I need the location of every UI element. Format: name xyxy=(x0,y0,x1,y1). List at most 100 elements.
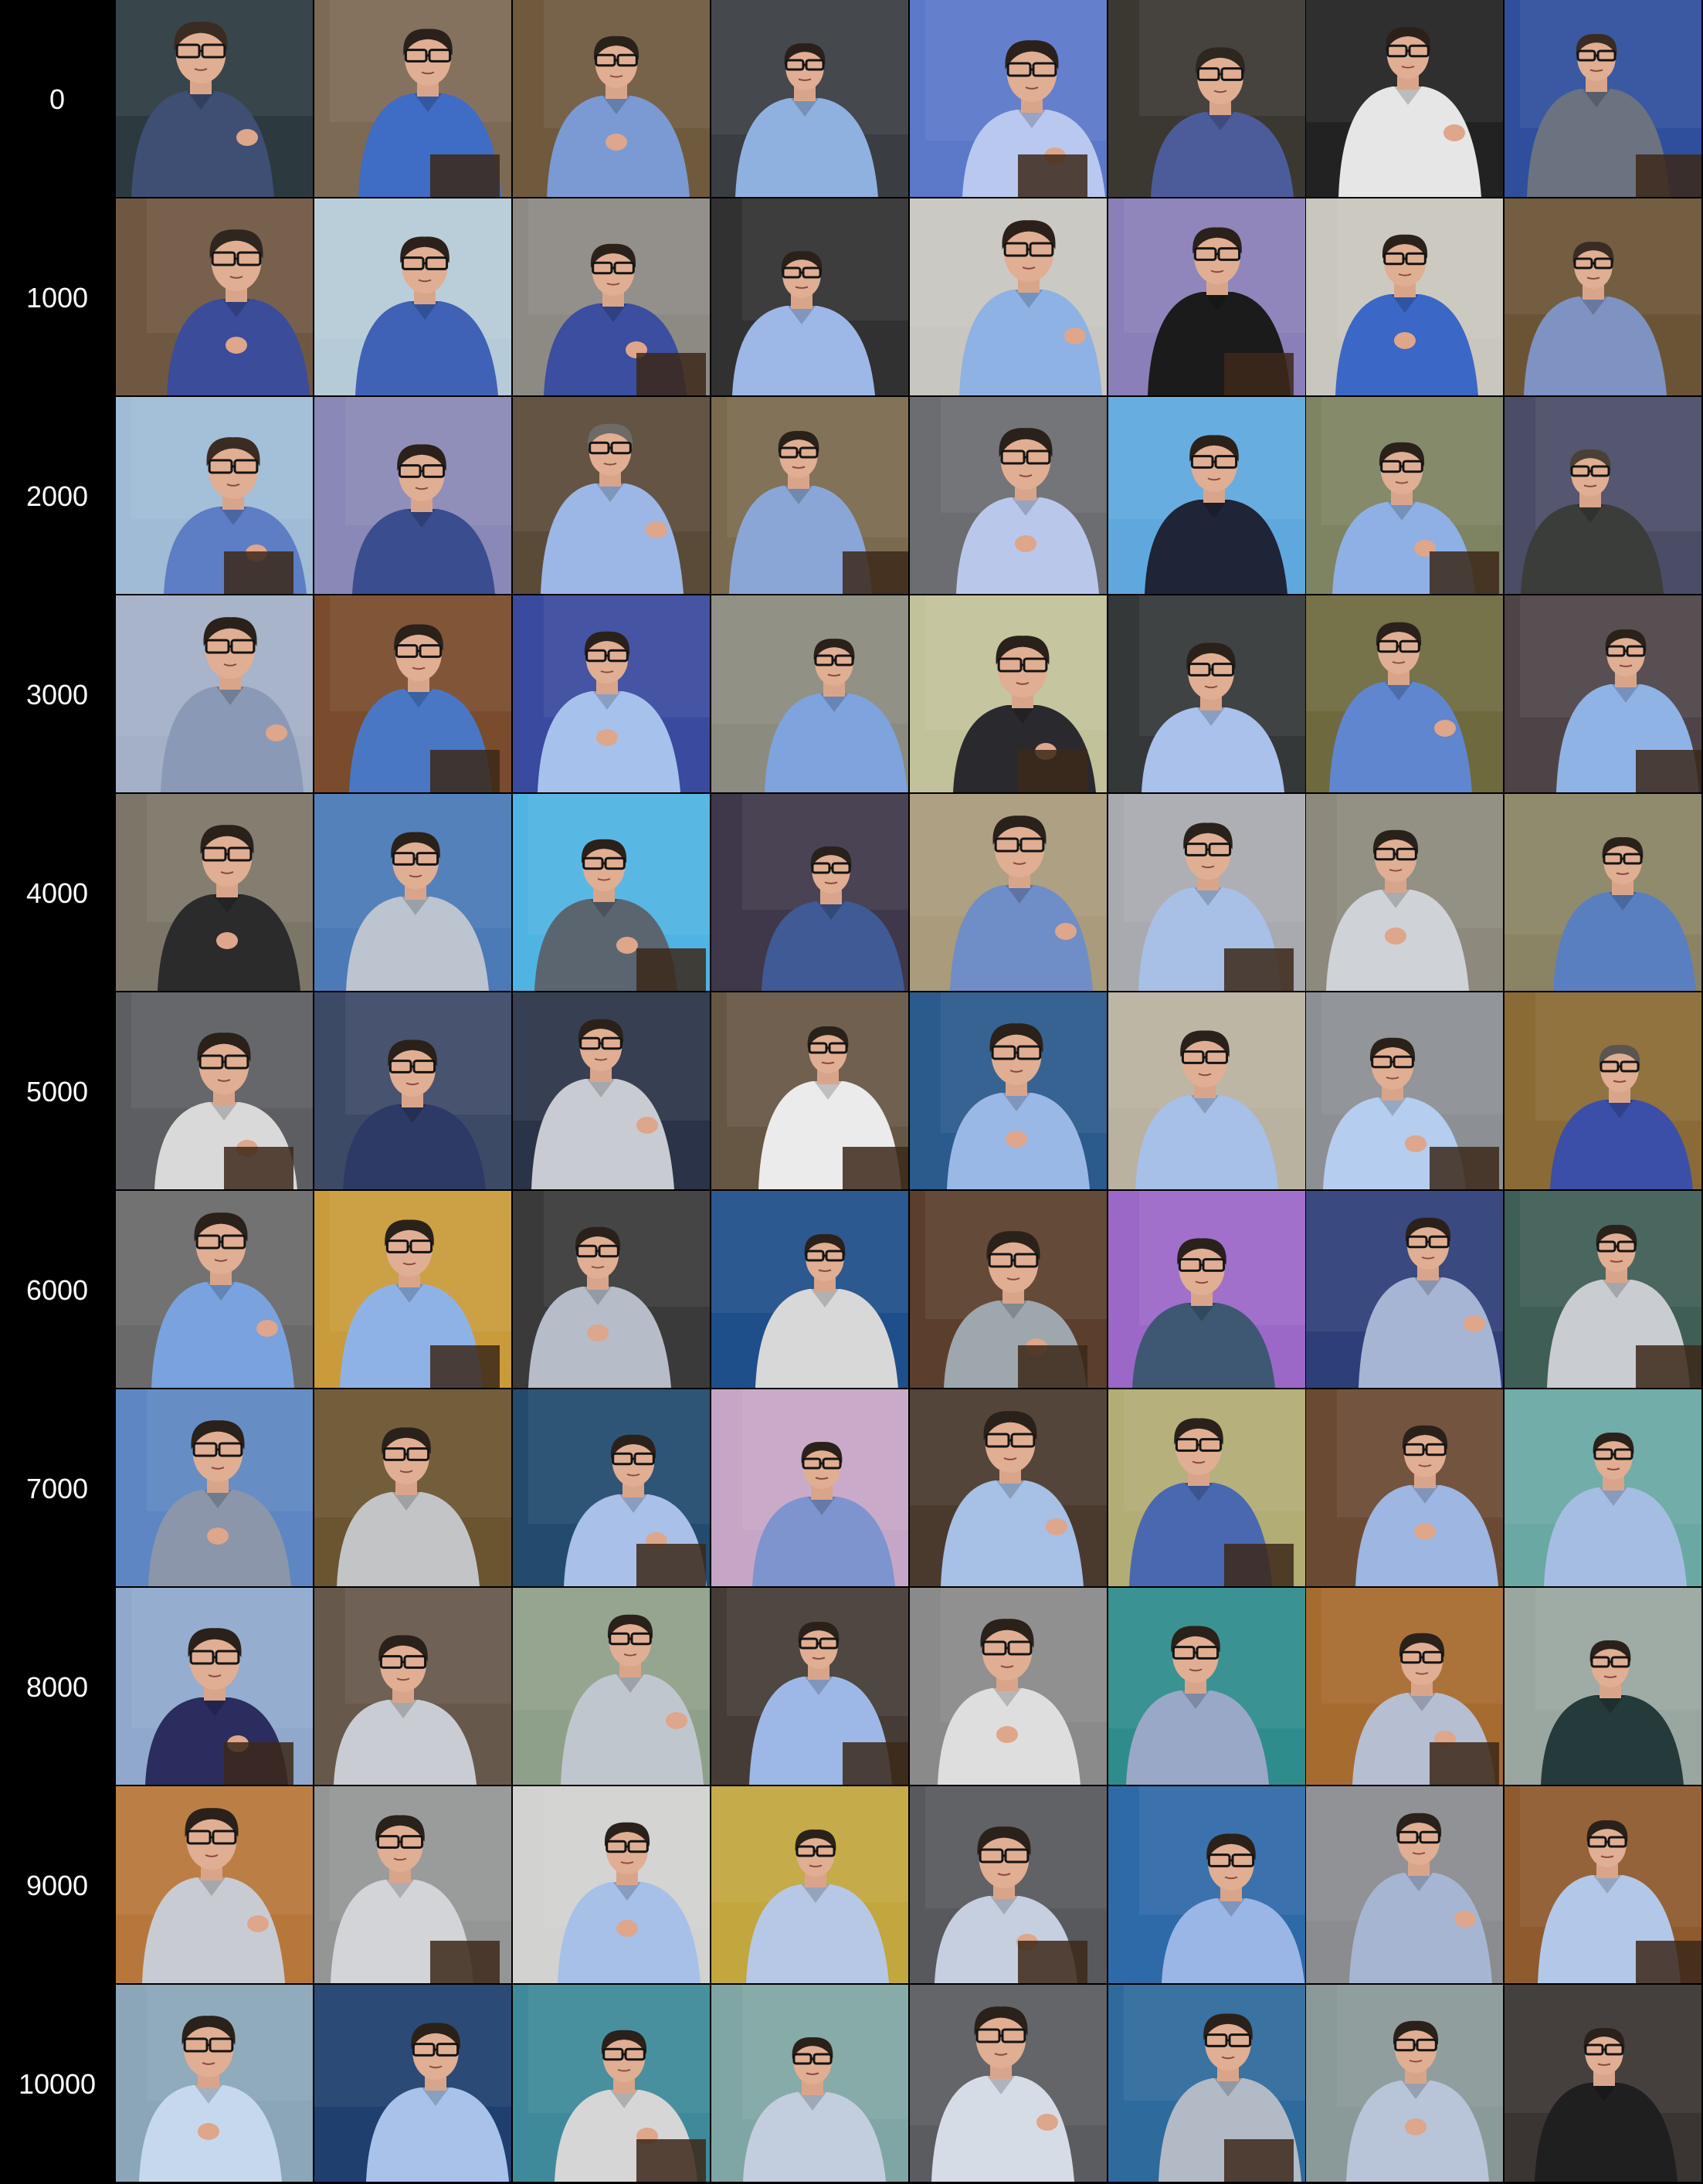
grid-row: 9000 xyxy=(0,1786,1703,1985)
image-tile xyxy=(314,1191,511,1388)
speaker-portrait-thumbnail xyxy=(1306,992,1503,1189)
image-tile xyxy=(1306,198,1503,395)
speaker-portrait-thumbnail xyxy=(711,794,908,991)
image-tile xyxy=(513,1786,710,1983)
speaker-portrait-thumbnail xyxy=(1505,992,1701,1189)
image-tile xyxy=(513,198,710,395)
row-label: 4000 xyxy=(25,877,89,909)
speaker-portrait-thumbnail xyxy=(1108,794,1305,991)
image-tile xyxy=(1306,1588,1503,1785)
speaker-portrait-thumbnail xyxy=(1108,198,1305,395)
speaker-portrait-thumbnail xyxy=(1505,1389,1701,1586)
row-label: 3000 xyxy=(25,678,89,710)
image-tile xyxy=(116,1786,313,1983)
speaker-portrait-thumbnail xyxy=(116,1985,313,2182)
image-tile xyxy=(910,595,1107,792)
speaker-portrait-thumbnail xyxy=(1108,1786,1305,1983)
speaker-portrait-thumbnail xyxy=(314,1191,511,1388)
image-tile xyxy=(116,198,313,395)
image-tile xyxy=(314,595,511,792)
image-tile xyxy=(314,992,511,1189)
speaker-portrait-thumbnail xyxy=(513,1985,710,2182)
row-label: 1000 xyxy=(25,281,89,314)
speaker-portrait-thumbnail xyxy=(1306,1588,1503,1785)
grid-row: 3000 xyxy=(0,595,1703,794)
speaker-portrait-thumbnail xyxy=(116,1588,313,1785)
image-tile xyxy=(910,1588,1107,1785)
speaker-portrait-thumbnail xyxy=(116,1191,313,1388)
image-tile xyxy=(1108,0,1305,197)
image-tile xyxy=(1108,1191,1305,1388)
speaker-portrait-thumbnail xyxy=(711,992,908,1189)
image-tile xyxy=(116,992,313,1189)
image-tile xyxy=(910,1985,1107,2182)
image-tile xyxy=(1505,1588,1701,1785)
image-tile xyxy=(1505,1389,1701,1586)
image-tile xyxy=(314,1389,511,1586)
speaker-portrait-thumbnail xyxy=(513,794,710,991)
speaker-portrait-thumbnail xyxy=(711,595,908,792)
speaker-portrait-thumbnail xyxy=(314,1786,511,1983)
speaker-portrait-thumbnail xyxy=(910,1191,1107,1388)
speaker-portrait-thumbnail xyxy=(1306,1191,1503,1388)
image-tile xyxy=(711,1588,908,1785)
speaker-portrait-thumbnail xyxy=(1505,794,1701,991)
image-tile xyxy=(1108,1389,1305,1586)
grid-row: 7000 xyxy=(0,1389,1703,1588)
image-tile xyxy=(513,0,710,197)
image-tile xyxy=(1306,0,1503,197)
speaker-portrait-thumbnail xyxy=(513,595,710,792)
image-tile xyxy=(910,397,1107,594)
image-tile xyxy=(513,992,710,1189)
row-label: 8000 xyxy=(25,1670,89,1703)
speaker-portrait-thumbnail xyxy=(1108,397,1305,594)
image-tile xyxy=(513,794,710,991)
speaker-portrait-thumbnail xyxy=(1108,1389,1305,1586)
grid-row: 5000 xyxy=(0,992,1703,1191)
image-tile xyxy=(1505,1191,1701,1388)
speaker-portrait-thumbnail xyxy=(910,1786,1107,1983)
image-tile xyxy=(910,794,1107,991)
speaker-portrait-thumbnail xyxy=(1505,1191,1701,1388)
speaker-portrait-thumbnail xyxy=(1505,0,1701,197)
row-label: 7000 xyxy=(25,1472,89,1504)
image-tile xyxy=(1306,1389,1503,1586)
speaker-portrait-thumbnail xyxy=(1505,1985,1701,2182)
speaker-portrait-thumbnail xyxy=(711,397,908,594)
speaker-portrait-thumbnail xyxy=(314,1389,511,1586)
image-tile xyxy=(314,0,511,197)
row-label: 6000 xyxy=(25,1273,89,1306)
image-tile xyxy=(513,595,710,792)
grid-row: 8000 xyxy=(0,1588,1703,1786)
grid-row: 1000 xyxy=(0,198,1703,397)
image-tile xyxy=(1505,992,1701,1189)
image-tile xyxy=(1306,397,1503,594)
speaker-portrait-thumbnail xyxy=(116,992,313,1189)
image-tile xyxy=(1108,794,1305,991)
speaker-portrait-thumbnail xyxy=(116,1786,313,1983)
speaker-portrait-thumbnail xyxy=(1306,397,1503,594)
speaker-portrait-thumbnail xyxy=(1505,1588,1701,1785)
speaker-portrait-thumbnail xyxy=(1505,397,1701,594)
image-tile xyxy=(116,595,313,792)
speaker-portrait-thumbnail xyxy=(910,595,1107,792)
image-tile xyxy=(116,794,313,991)
speaker-portrait-thumbnail xyxy=(1108,0,1305,197)
row-label: 9000 xyxy=(25,1869,89,1901)
speaker-portrait-thumbnail xyxy=(116,0,313,197)
image-tile xyxy=(513,397,710,594)
speaker-portrait-thumbnail xyxy=(1306,1786,1503,1983)
image-tile xyxy=(116,1985,313,2182)
speaker-portrait-thumbnail xyxy=(910,1985,1107,2182)
speaker-portrait-thumbnail xyxy=(513,397,710,594)
speaker-portrait-thumbnail xyxy=(910,1588,1107,1785)
speaker-portrait-thumbnail xyxy=(711,1985,908,2182)
speaker-portrait-thumbnail xyxy=(1108,1588,1305,1785)
speaker-portrait-thumbnail xyxy=(116,397,313,594)
grid-row: 4000 xyxy=(0,794,1703,992)
image-tile xyxy=(116,0,313,197)
image-tile xyxy=(1505,1786,1701,1983)
image-tile xyxy=(314,1985,511,2182)
image-tile xyxy=(1306,595,1503,792)
